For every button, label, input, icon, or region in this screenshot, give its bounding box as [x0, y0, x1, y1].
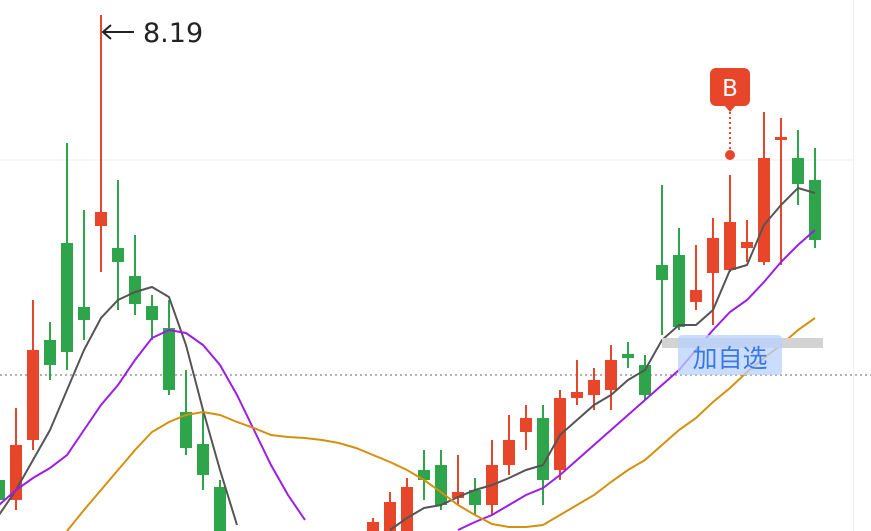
- candle-body: [401, 487, 413, 531]
- candle-body: [435, 465, 447, 505]
- watchlist-button[interactable]: 加自选: [692, 344, 767, 373]
- candle-body: [129, 276, 141, 304]
- candle-body: [61, 243, 73, 352]
- candle-body: [503, 440, 515, 465]
- candle-body: [95, 212, 107, 226]
- max-label: 8.19: [143, 18, 203, 49]
- candle-body: [520, 418, 532, 432]
- candle-body: [741, 242, 753, 248]
- candle-body: [197, 444, 209, 475]
- candle-body: [452, 492, 464, 498]
- candle-body: [775, 137, 787, 140]
- candle-body: [656, 265, 668, 280]
- buy-label: B: [722, 76, 738, 102]
- candle-body: [690, 290, 702, 302]
- candle-body: [44, 340, 56, 365]
- candle-body: [605, 360, 617, 390]
- candle-body: [0, 480, 5, 500]
- arrow-icon: [101, 24, 134, 40]
- candle-body: [724, 222, 736, 270]
- watchlist-button-bg[interactable]: [678, 335, 782, 375]
- buy-dot: [725, 150, 735, 160]
- candle-body: [588, 380, 600, 395]
- candle-body: [146, 306, 158, 320]
- candle-body: [537, 418, 549, 480]
- candle-body: [792, 158, 804, 184]
- candle-body: [112, 248, 124, 262]
- candle-body: [214, 487, 226, 531]
- candle-body: [163, 328, 175, 390]
- candle-body: [418, 470, 430, 480]
- candle-body: [673, 255, 685, 327]
- candle-body: [384, 502, 396, 531]
- candle-body: [809, 180, 821, 240]
- candle-body: [469, 490, 481, 505]
- moving-average-line: [0, 186, 816, 531]
- candle-body: [180, 412, 192, 448]
- candle-body: [78, 307, 90, 320]
- candle-body: [367, 522, 379, 531]
- candle-body: [27, 350, 39, 440]
- candle-body: [707, 238, 719, 273]
- moving-average-line: [0, 229, 816, 531]
- candle-body: [758, 158, 770, 262]
- candle-body: [622, 354, 634, 358]
- buy-badge-pointer: [724, 105, 736, 112]
- moving-average-line: [66, 317, 816, 531]
- candle-body: [571, 392, 583, 398]
- buy-badge: [710, 68, 750, 106]
